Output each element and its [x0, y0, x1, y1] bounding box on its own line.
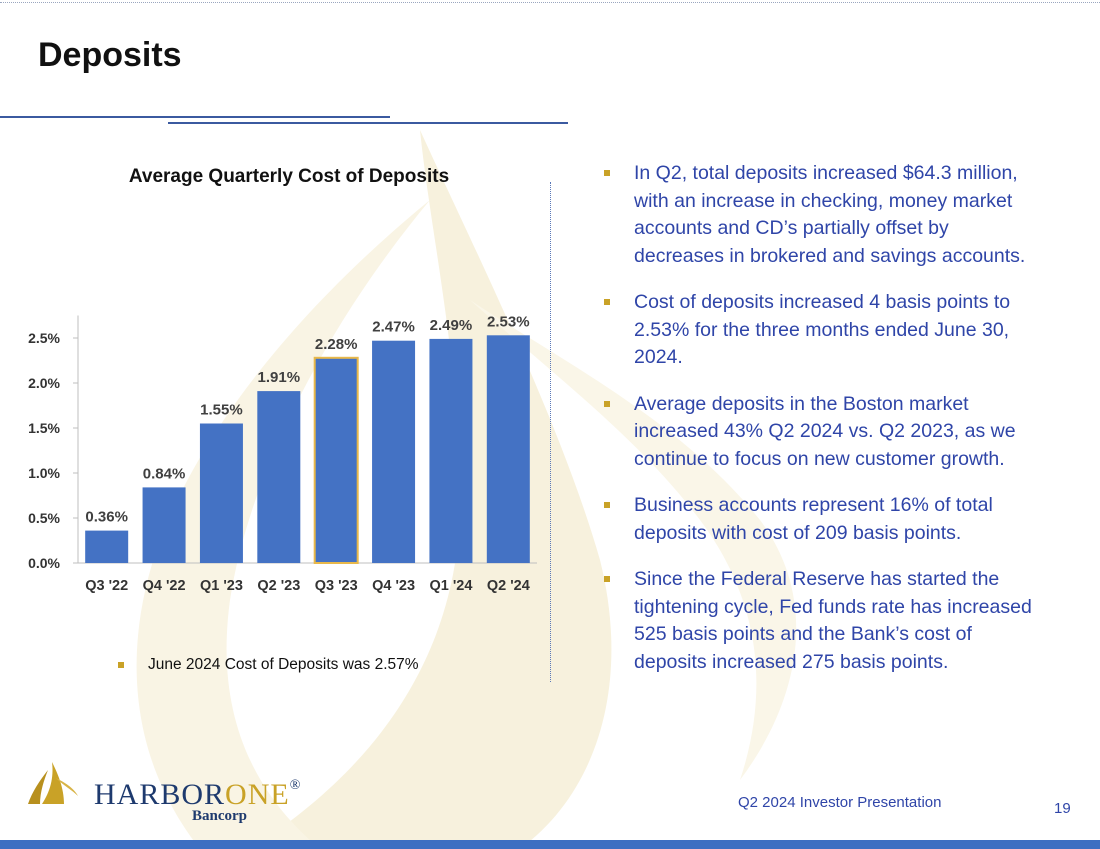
column-divider	[550, 182, 551, 682]
logo-wordmark: HARBORONE®	[94, 778, 302, 811]
page-number: 19	[1054, 800, 1071, 817]
bottom-accent-bar	[0, 840, 1100, 849]
y-tick-label: 0.5%	[28, 510, 60, 526]
chart-footnote-item: June 2024 Cost of Deposits was 2.57%	[118, 656, 419, 674]
square-bullet-icon	[604, 400, 610, 407]
bullet-text: Since the Federal Reserve has started th…	[634, 568, 1032, 673]
y-tick-label: 0.0%	[28, 555, 60, 571]
data-label: 1.55%	[200, 402, 243, 419]
sail-logo-icon	[28, 762, 78, 804]
cost-of-deposits-bar-chart: 0.0% 0.5% 1.0% 1.5% 2.0% 2.5% 0.36% Q3 '22 0.84%…	[28, 313, 537, 594]
footer-presentation-title: Q2 2024 Investor Presentation	[738, 794, 942, 811]
data-label: 2.28%	[315, 336, 358, 353]
data-label: 2.53%	[487, 313, 530, 330]
bar	[257, 391, 301, 563]
top-dotted-border	[0, 2, 1100, 3]
x-tick-label: Q3 '23	[315, 578, 358, 594]
bullet-item: Since the Federal Reserve has started th…	[604, 566, 1034, 676]
bullet-item: Average deposits in the Boston market in…	[604, 391, 1034, 474]
data-label: 0.84%	[143, 465, 186, 482]
x-tick-label: Q3 '22	[85, 578, 128, 594]
bar	[85, 530, 129, 563]
square-bullet-icon	[604, 170, 610, 176]
y-tick-label: 1.5%	[28, 420, 60, 436]
square-bullet-icon	[604, 299, 610, 305]
bullet-item: Cost of deposits increased 4 basis point…	[604, 289, 1034, 372]
bar	[486, 335, 530, 563]
square-bullet-icon	[604, 502, 610, 508]
bullet-text: Average deposits in the Boston market in…	[634, 392, 1016, 470]
bar	[313, 356, 359, 564]
chart-footnote: June 2024 Cost of Deposits was 2.57%	[118, 656, 419, 674]
x-tick-label: Q4 '23	[372, 578, 415, 594]
bullet-item: Business accounts represent 16% of total…	[604, 492, 1034, 547]
bullet-text: In Q2, total deposits increased $64.3 mi…	[634, 162, 1026, 267]
x-tick-label: Q4 '22	[143, 578, 186, 594]
logo-subtitle: Bancorp	[192, 808, 248, 824]
title-rule	[0, 116, 390, 118]
x-tick-label: Q1 '24	[429, 578, 472, 594]
data-label: 1.91%	[258, 369, 301, 386]
y-tick-label: 1.0%	[28, 465, 60, 481]
bar	[199, 423, 243, 563]
square-bullet-icon	[604, 576, 610, 582]
title-rule-offset	[168, 122, 568, 124]
data-label: 2.47%	[372, 319, 415, 336]
data-label: 2.49%	[430, 317, 473, 334]
x-tick-label: Q2 '24	[487, 578, 530, 594]
bar	[372, 340, 416, 563]
bullet-text: Business accounts represent 16% of total…	[634, 494, 993, 544]
bar	[429, 338, 473, 563]
bar	[142, 487, 186, 563]
bullet-list: In Q2, total deposits increased $64.3 mi…	[604, 160, 1034, 695]
chart-title: Average Quarterly Cost of Deposits	[128, 166, 450, 187]
bullet-item: In Q2, total deposits increased $64.3 mi…	[604, 160, 1034, 270]
chart-footnote-text: June 2024 Cost of Deposits was 2.57%	[148, 656, 419, 673]
square-bullet-icon	[118, 662, 124, 668]
data-label: 0.36%	[85, 509, 128, 526]
harborone-logo: HARBORONE® Bancorp	[24, 760, 300, 830]
x-tick-label: Q1 '23	[200, 578, 243, 594]
x-tick-label: Q2 '23	[257, 578, 300, 594]
page-title: Deposits	[38, 36, 182, 74]
y-tick-label: 2.0%	[28, 375, 60, 391]
y-tick-label: 2.5%	[28, 330, 60, 346]
bullet-text: Cost of deposits increased 4 basis point…	[634, 291, 1011, 368]
